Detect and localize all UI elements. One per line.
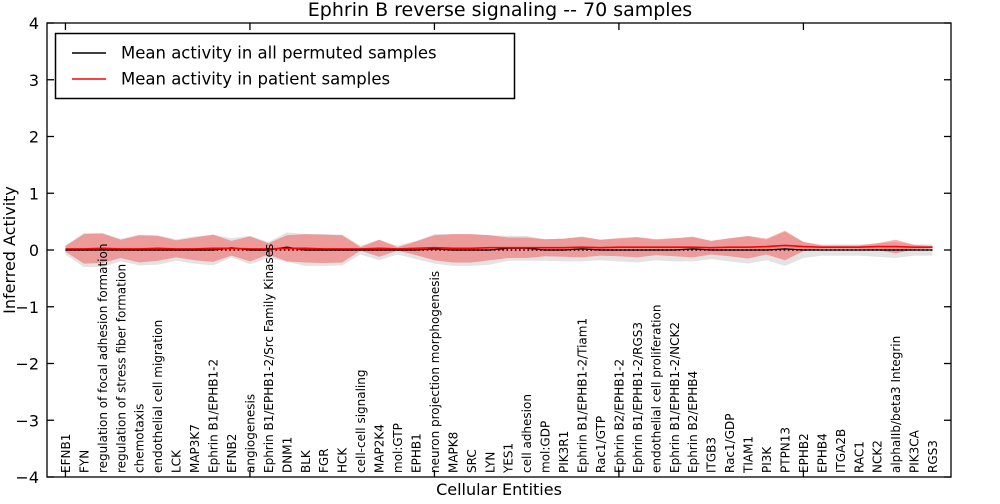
category-label: NCK2 — [871, 440, 885, 473]
category-label: Ephrin B1/EPHB1-2 — [207, 359, 221, 473]
category-label: alphaIIb/beta3 Integrin — [889, 336, 903, 473]
category-label: mol:GDP — [539, 421, 553, 473]
category-label: EFNB1 — [59, 434, 73, 473]
y-axis-label: Inferred Activity — [0, 186, 19, 314]
category-label: TIAM1 — [742, 436, 756, 474]
y-tick-label: −3 — [15, 411, 39, 430]
category-label: chemotaxis — [133, 404, 147, 473]
legend: Mean activity in all permuted samples Me… — [54, 32, 516, 100]
category-label: PIK3R1 — [557, 431, 571, 473]
legend-label-patient: Mean activity in patient samples — [121, 70, 390, 89]
category-label: ITGA2B — [834, 429, 848, 473]
category-label: neuron projection morphogenesis — [428, 271, 442, 473]
category-label: MAP2K4 — [373, 424, 387, 473]
y-tick-label: −1 — [15, 298, 39, 317]
plot-area: −4 −3 −2 −1 0 1 2 3 4 EFNB1 FYN regulation of focal… — [15, 14, 951, 487]
x-axis-label: Cellular Entities — [436, 480, 562, 499]
category-label: YES1 — [502, 443, 516, 474]
category-label: FYN — [77, 450, 91, 473]
category-label: BLK — [299, 449, 313, 473]
category-label: PIK3CA — [908, 429, 922, 473]
y-tick-label: 0 — [29, 241, 39, 260]
y-tick-label: 3 — [29, 71, 39, 90]
category-label: Rac1/GDP — [723, 414, 737, 473]
category-label: PTPN13 — [778, 427, 792, 473]
category-label: HCK — [336, 447, 350, 473]
category-label: MAP3K7 — [188, 424, 202, 473]
category-label: regulation of focal adhesion formation — [96, 244, 110, 473]
y-tick-label: 2 — [29, 128, 39, 147]
y-tick-label: −2 — [15, 355, 39, 374]
category-label: Ephrin B2/EPHB4 — [686, 371, 700, 473]
category-label: mol:GTP — [391, 423, 405, 473]
legend-label-permuted: Mean activity in all permuted samples — [121, 44, 437, 63]
category-label: LYN — [483, 452, 497, 473]
category-label: Ephrin B1/EPHB1-2/Tiam1 — [576, 318, 590, 473]
category-label: Ephrin B1/EPHB1-2/RGS3 — [631, 322, 645, 473]
y-tick-label: 4 — [29, 14, 39, 33]
category-label: endothelial cell proliferation — [649, 305, 663, 473]
category-label: DNM1 — [280, 437, 294, 473]
category-label: Ephrin B2/EPHB1-2 — [612, 359, 626, 473]
category-label: Rac1/GTP — [594, 416, 608, 473]
chart-title: Ephrin B reverse signaling -- 70 samples — [308, 0, 692, 21]
category-label: Ephrin B1/EPHB1-2/NCK2 — [668, 322, 682, 473]
category-label: PI3K — [760, 446, 774, 473]
category-label: ITGB3 — [705, 437, 719, 473]
category-label: cell-cell signaling — [354, 370, 368, 474]
category-label: angiogenesis — [243, 394, 257, 473]
category-label: regulation of stress fiber formation — [114, 264, 128, 473]
y-tick-label: −4 — [15, 468, 39, 487]
category-label: EFNB2 — [225, 434, 239, 473]
series-line-permuted — [65, 246, 933, 251]
category-label: RGS3 — [926, 440, 940, 473]
category-label: endothelial cell migration — [151, 320, 165, 473]
category-label: MAPK8 — [446, 432, 460, 473]
axes-frame — [46, 22, 952, 478]
series-line-patient — [65, 244, 933, 250]
category-label: FGR — [317, 448, 331, 473]
category-label: EPHB2 — [797, 433, 811, 473]
category-label: cell adhesion — [520, 394, 534, 473]
category-label: LCK — [170, 449, 184, 473]
category-label: EPHB4 — [815, 433, 829, 473]
category-label: SRC — [465, 449, 479, 473]
y-tick-label: 1 — [29, 184, 39, 203]
category-label: Ephrin B1/EPHB1-2/Src Family Kinases — [262, 244, 276, 473]
category-label: RAC1 — [852, 441, 866, 473]
legend-box — [54, 32, 516, 100]
category-label: EPHB1 — [409, 433, 423, 473]
